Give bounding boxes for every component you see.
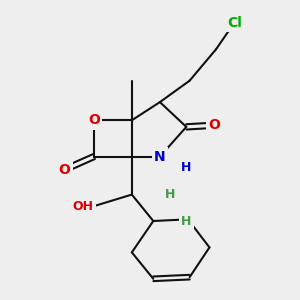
Text: N: N [154,150,166,164]
Text: H: H [181,214,191,227]
Text: Cl: Cl [227,16,242,30]
Text: H: H [181,161,191,174]
Text: H: H [165,188,175,201]
Text: OH: OH [73,200,94,213]
Text: O: O [58,163,70,177]
Text: O: O [88,113,100,127]
Text: O: O [208,118,220,132]
